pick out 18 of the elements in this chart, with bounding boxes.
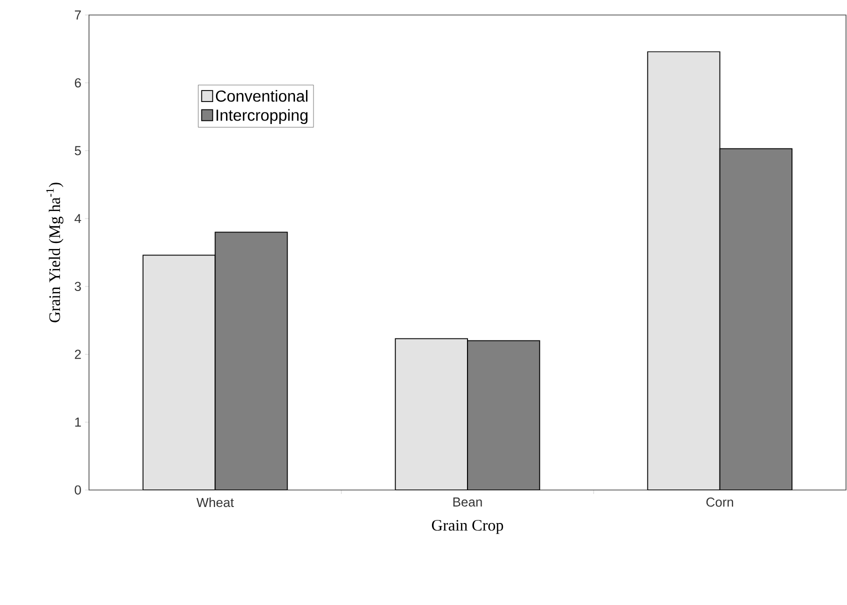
x-tick-label: Corn (706, 498, 734, 507)
x-tick-label: Bean (453, 498, 482, 507)
y-tick-label: 1 (75, 418, 81, 427)
y-axis-title: Grain Yield (Mg ha$^{-1}$) (46, 182, 64, 322)
y-tick-label: 7 (74, 10, 81, 20)
y-tick-label: 5 (74, 146, 81, 156)
y-tick-label: 6 (74, 78, 81, 88)
legend-label: Conventional (216, 90, 308, 102)
bar (467, 340, 540, 490)
legend-label: Intercropping (216, 109, 308, 124)
x-axis-title: Grain Crop (432, 520, 504, 534)
bar (719, 148, 792, 490)
y-tick-label: 3 (74, 282, 81, 292)
bar (214, 232, 288, 490)
x-tick-label: Wheat (196, 498, 234, 508)
y-tick-label: 2 (74, 350, 81, 359)
y-tick-label: 0 (74, 485, 81, 495)
y-tick-label: 4 (74, 214, 82, 224)
